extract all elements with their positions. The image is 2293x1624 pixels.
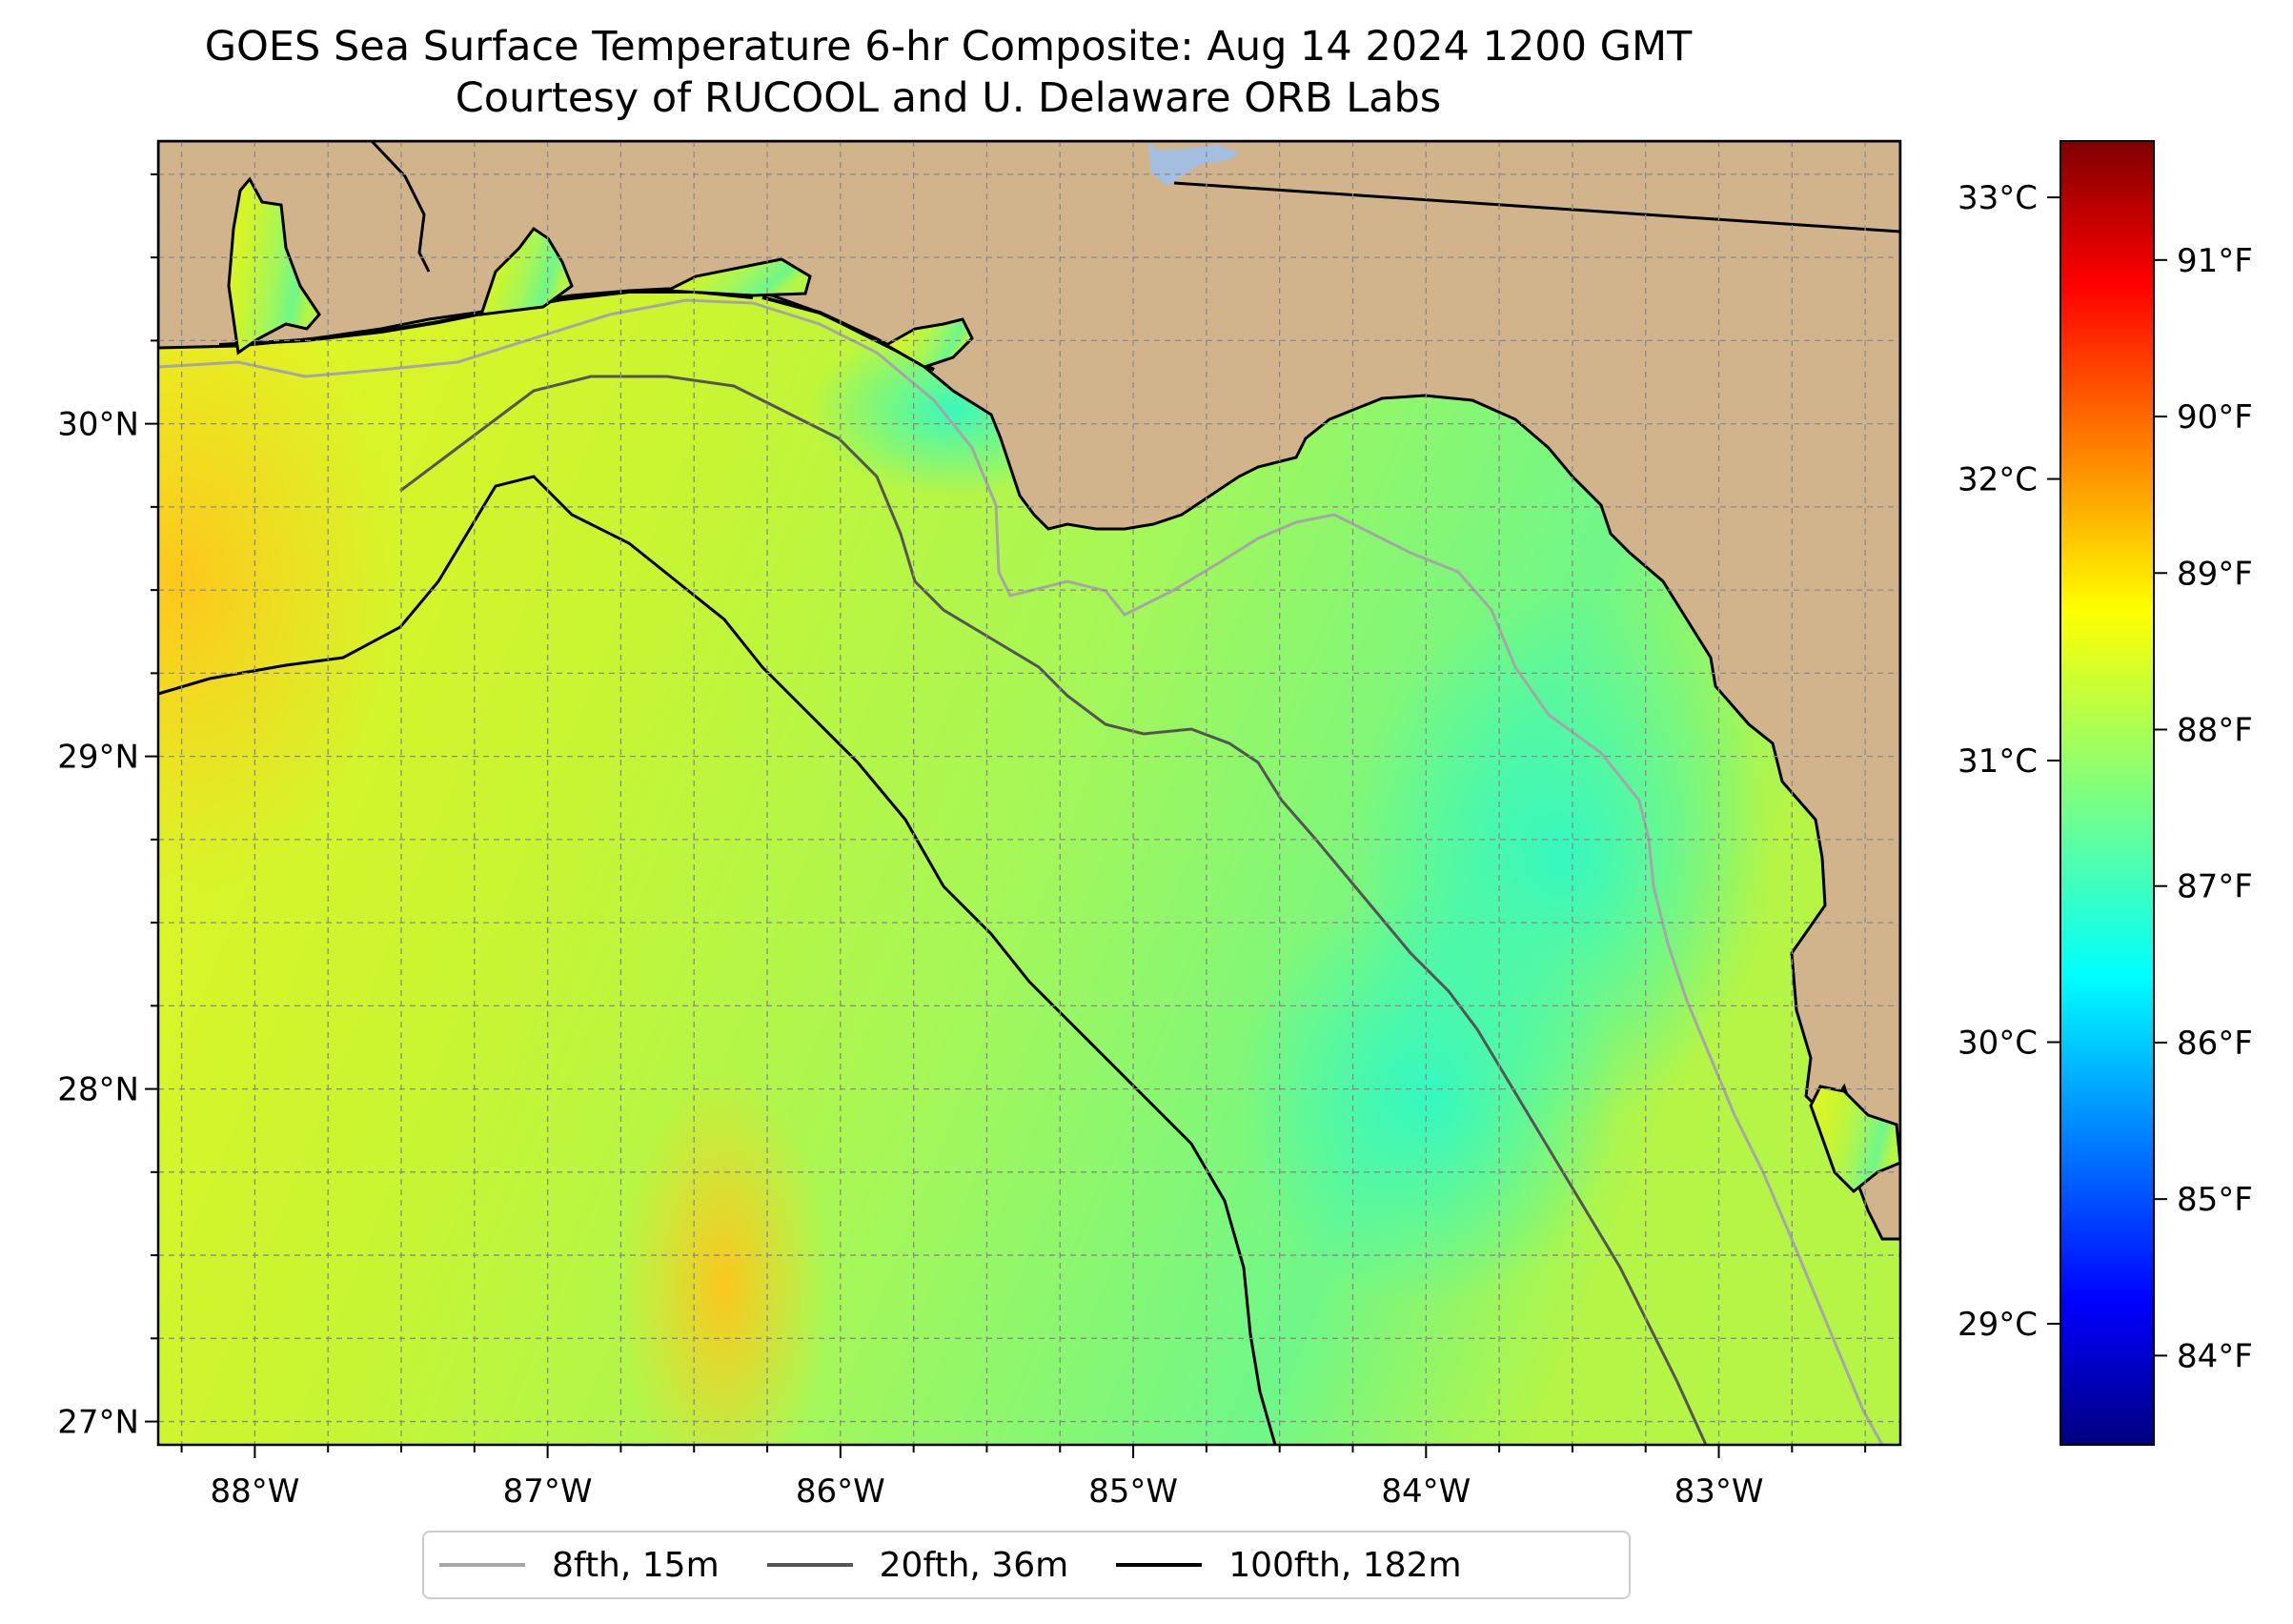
map-frame xyxy=(156,139,1902,1447)
cool-sst-patch-east xyxy=(1239,886,1620,1306)
latitude-axis: 30°N 29°N 28°N 27°N xyxy=(57,173,158,1442)
celsius-tick-label: 33°C xyxy=(1958,179,2038,217)
isobath-legend: 8fth, 15m 20fth, 36m 100fth, 182m xyxy=(422,1531,1631,1599)
colorbar-fahrenheit-axis: 91°F 90°F 89°F 88°F 87°F 86°F 85°F 84°F xyxy=(2154,242,2253,1375)
st-andrews-inlet xyxy=(883,317,974,369)
mobile-bay-inlet xyxy=(227,176,321,355)
lon-tick-label: 87°W xyxy=(503,1472,593,1511)
isobath-182m-line xyxy=(158,475,1277,1445)
legend-swatch-182m xyxy=(1116,1563,1203,1567)
isobath-15m-line xyxy=(158,298,1884,1445)
legend-entry-36m: 20fth, 36m xyxy=(752,1545,1069,1585)
lake-seminole xyxy=(1148,143,1239,186)
lon-tick-label: 84°W xyxy=(1381,1472,1471,1511)
legend-label-15m: 8fth, 15m xyxy=(552,1545,720,1585)
colorbar xyxy=(2060,140,2155,1446)
tampa-bay-inlet xyxy=(1809,1085,1900,1194)
fahrenheit-tick-label: 90°F xyxy=(2177,398,2253,436)
map-title: GOES Sea Surface Temperature 6-hr Compos… xyxy=(204,23,1693,71)
state-border-line xyxy=(1173,181,1900,233)
celsius-tick-label: 29°C xyxy=(1958,1306,2038,1344)
lon-tick-label: 85°W xyxy=(1088,1472,1178,1511)
legend-label-36m: 20fth, 36m xyxy=(879,1545,1069,1585)
choctawhatchee-inlet xyxy=(661,257,812,297)
legend-label-182m: 100fth, 182m xyxy=(1228,1545,1462,1585)
fahrenheit-tick-label: 88°F xyxy=(2177,711,2253,749)
alabama-border-line xyxy=(370,141,431,273)
celsius-tick-label: 30°C xyxy=(1958,1024,2038,1062)
longitude-axis: 88°W 87°W 86°W 85°W 84°W 83°W xyxy=(180,1445,1867,1511)
fahrenheit-tick-label: 87°F xyxy=(2177,868,2253,906)
map-subtitle: Courtesy of RUCOOL and U. Delaware ORB L… xyxy=(455,74,1442,122)
fahrenheit-tick-label: 89°F xyxy=(2177,555,2253,593)
isobath-36m-line xyxy=(399,375,1708,1445)
celsius-tick-label: 31°C xyxy=(1958,742,2038,781)
legend-entry-15m: 8fth, 15m xyxy=(424,1546,720,1585)
fahrenheit-tick-label: 84°F xyxy=(2177,1337,2253,1375)
lat-tick-label: 27°N xyxy=(57,1404,139,1442)
warm-sst-patch-south xyxy=(619,1067,829,1445)
lon-tick-label: 88°W xyxy=(210,1472,299,1511)
legend-swatch-15m xyxy=(439,1563,525,1567)
lat-tick-label: 30°N xyxy=(57,406,139,444)
legend-swatch-36m xyxy=(766,1563,853,1567)
lat-tick-label: 29°N xyxy=(57,739,139,777)
lon-tick-label: 86°W xyxy=(796,1472,885,1511)
colorbar-celsius-axis: 33°C 32°C 31°C 30°C 29°C xyxy=(1958,179,2060,1344)
lat-tick-label: 28°N xyxy=(57,1071,139,1109)
fahrenheit-tick-label: 85°F xyxy=(2177,1181,2253,1219)
map-gridlines xyxy=(158,141,1900,1445)
legend-entry-182m: 100fth, 182m xyxy=(1101,1545,1462,1585)
fahrenheit-tick-label: 86°F xyxy=(2177,1025,2253,1063)
lon-tick-label: 83°W xyxy=(1674,1472,1764,1511)
fahrenheit-tick-label: 91°F xyxy=(2177,242,2253,280)
celsius-tick-label: 32°C xyxy=(1958,461,2038,499)
